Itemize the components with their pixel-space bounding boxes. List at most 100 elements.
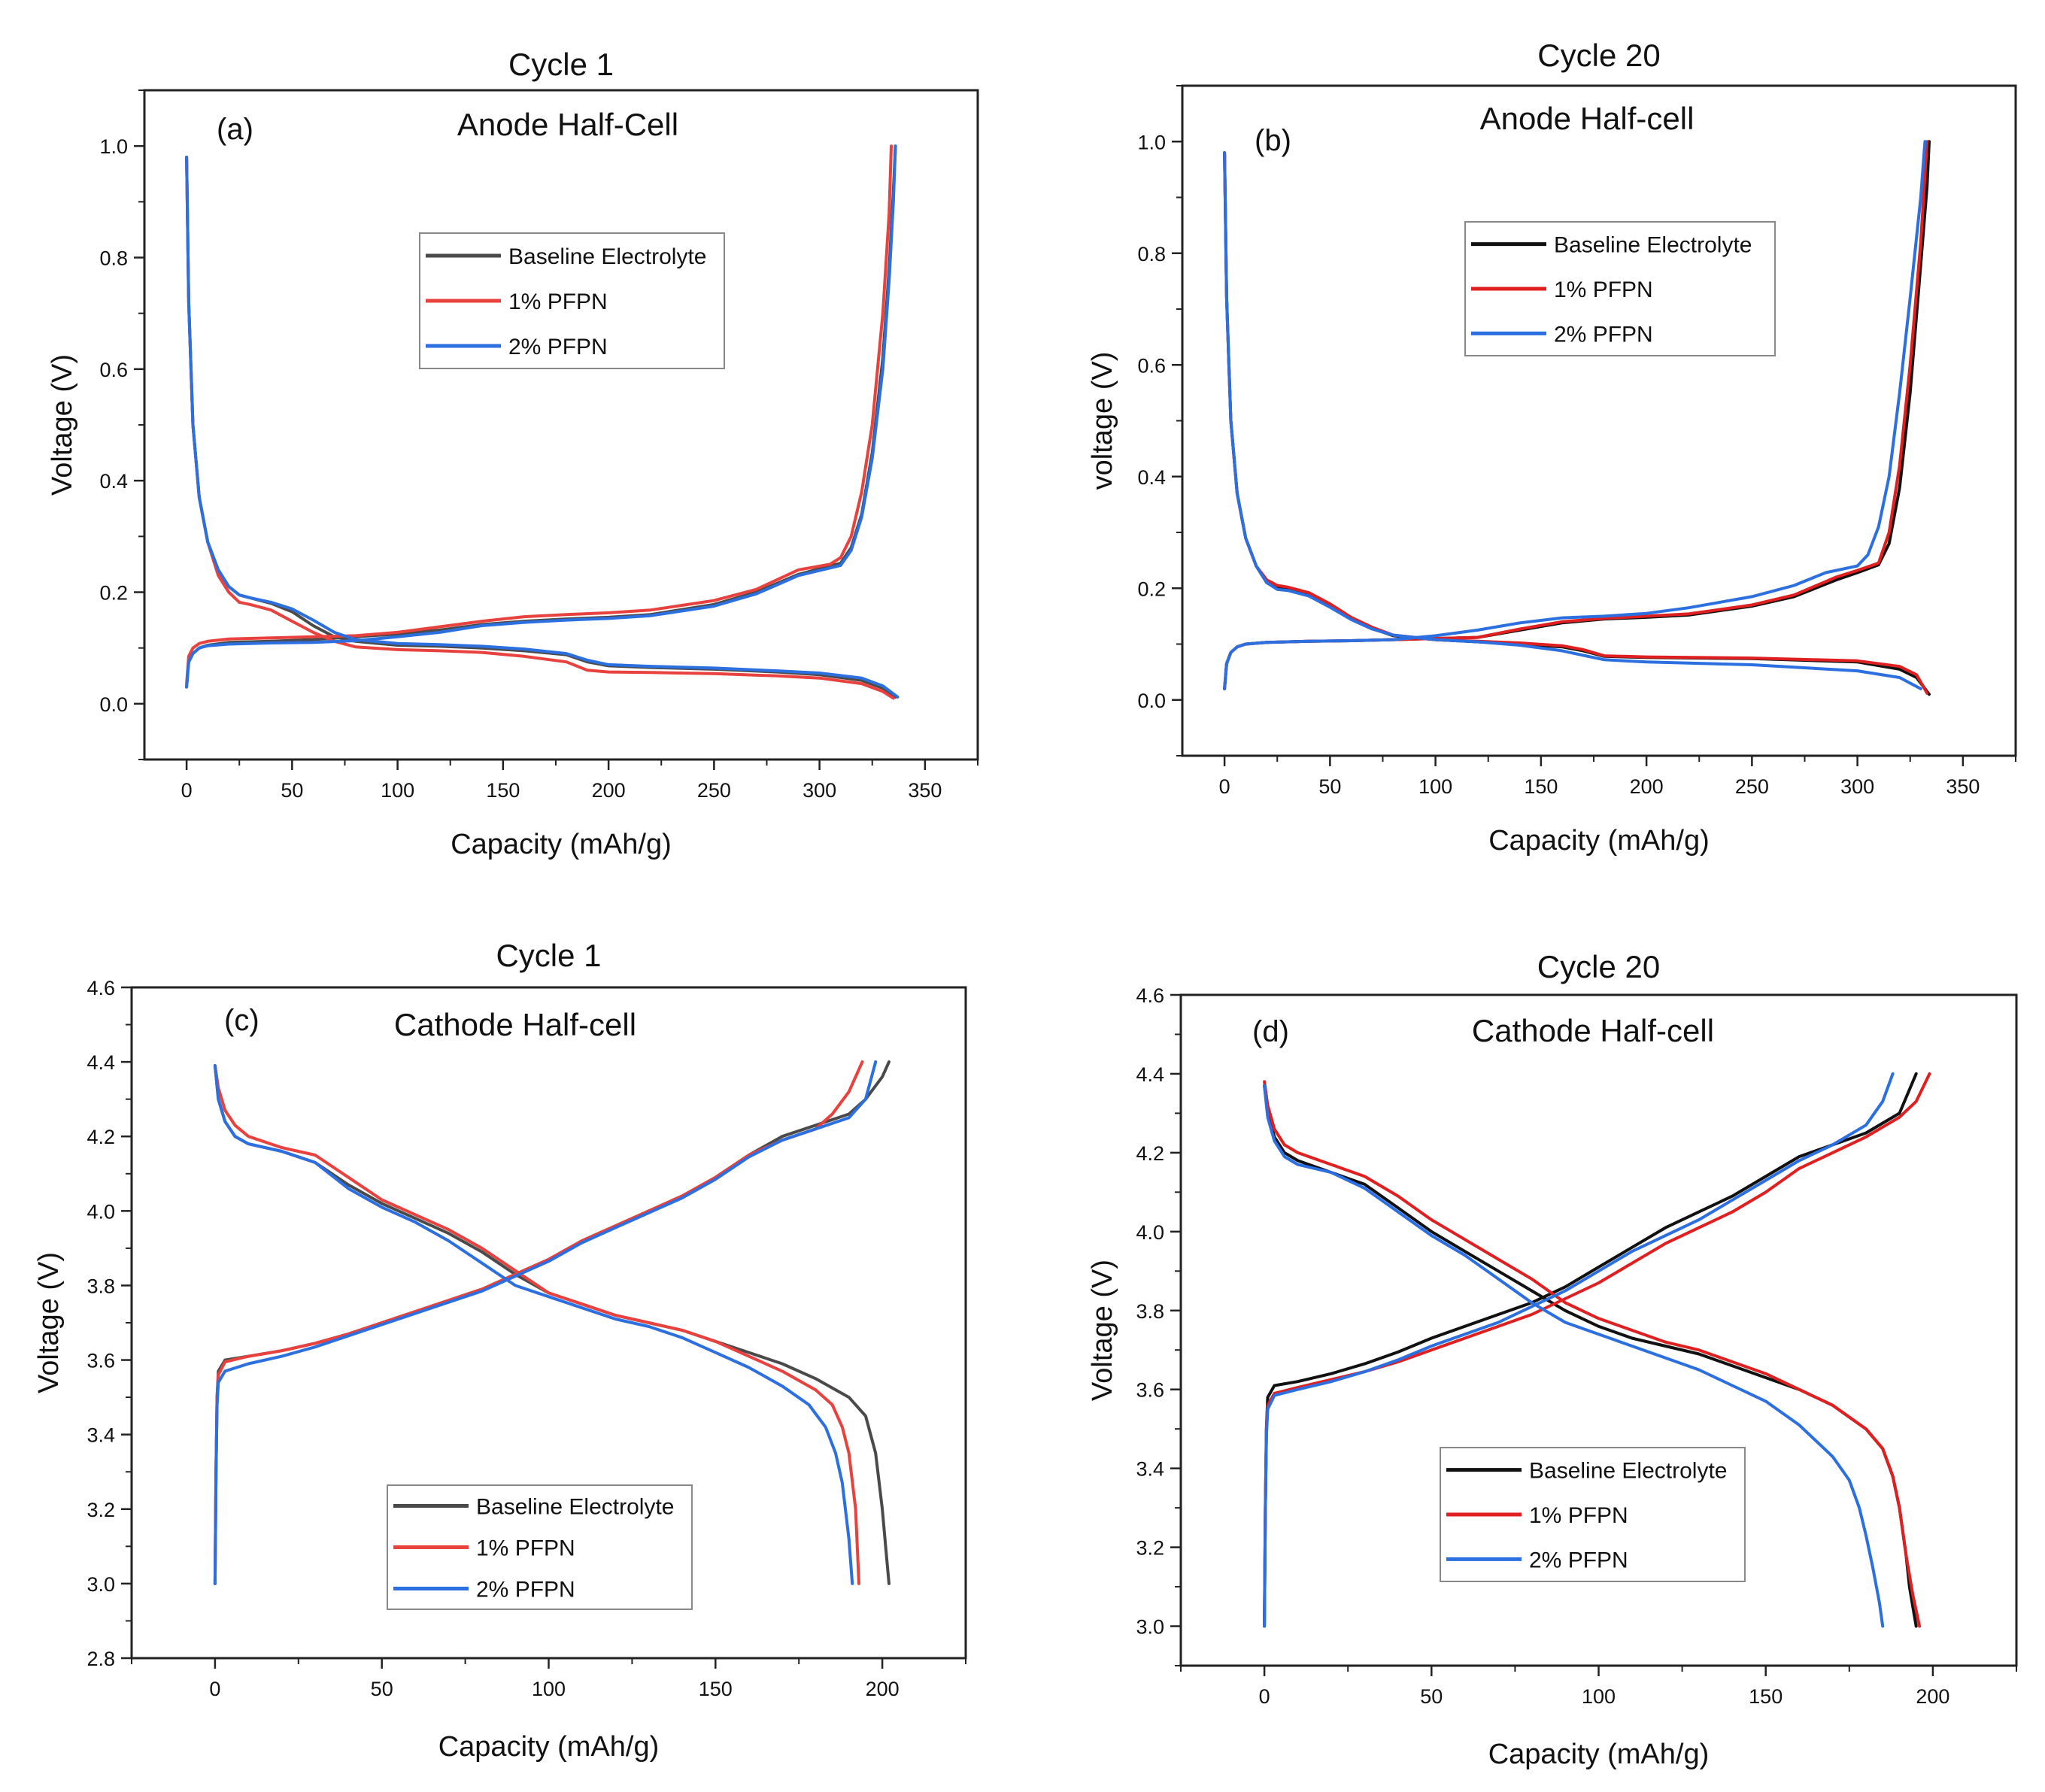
- x-tick-label: 200: [866, 1678, 900, 1700]
- series-line-2pct-pfpn: [1263, 1072, 1895, 1628]
- y-tick-label: 3.6: [86, 1350, 115, 1372]
- y-tick-label: 3.6: [1136, 1379, 1164, 1402]
- panel-label: (a): [217, 113, 253, 146]
- series-line-2pct-pfpn: [185, 156, 900, 699]
- y-tick-label: 0.0: [99, 693, 128, 716]
- panel-subtitle: Anode Half-cell: [1480, 101, 1695, 136]
- y-tick-label: 3.2: [86, 1499, 115, 1521]
- y-tick-label: 0.4: [1137, 466, 1166, 489]
- legend: Baseline Electrolyte 1% PFPN 2% PFPN: [419, 232, 725, 369]
- panel-subtitle: Cathode Half-cell: [394, 1007, 636, 1042]
- x-axis-label: Capacity (mAh/g): [1488, 825, 1710, 857]
- series-line-1pct-pfpn: [1263, 1072, 1931, 1628]
- panel-subtitle: Anode Half-Cell: [457, 107, 678, 142]
- panel-b: Cycle 20 0 50 100 150 200 250 300 350 0.0 0.2 0.4 0.…: [1087, 38, 2017, 857]
- y-tick-label: 4.2: [1136, 1142, 1164, 1165]
- y-tick-label: 3.0: [1136, 1616, 1164, 1639]
- series-line-2pct-pfpn: [213, 1064, 854, 1585]
- series-line-2pct-pfpn: [1263, 1084, 1885, 1628]
- y-tick-label: 3.8: [1136, 1300, 1164, 1323]
- chart-title: Cycle 1: [496, 938, 601, 973]
- y-tick-label: 4.0: [1136, 1221, 1164, 1244]
- y-axis-label: Voltage (V): [1087, 1260, 1118, 1401]
- x-tick-label: 200: [592, 779, 626, 802]
- x-tick-label: 350: [908, 779, 942, 802]
- series-line-2pct-pfpn: [1223, 140, 1927, 690]
- series-line-2pct-pfpn: [1223, 151, 1922, 690]
- y-tick-label: 3.0: [86, 1573, 115, 1596]
- y-tick-label: 0.6: [99, 359, 128, 381]
- panel-subtitle: Cathode Half-cell: [1472, 1013, 1714, 1048]
- legend-entry: 2% PFPN: [1554, 322, 1653, 347]
- x-tick-label: 200: [1630, 775, 1664, 798]
- legend-entry: Baseline Electrolyte: [508, 244, 706, 269]
- y-axis-label: Voltage (V): [47, 354, 78, 496]
- x-tick-label: 0: [1259, 1685, 1270, 1708]
- y-tick-label: 0.8: [99, 247, 128, 270]
- y-tick-label: 0.0: [1137, 690, 1166, 712]
- x-tick-label: 0: [181, 779, 193, 802]
- chart-title: Cycle 1: [508, 47, 614, 82]
- y-tick-label: 4.4: [1136, 1063, 1164, 1086]
- x-tick-label: 150: [699, 1678, 733, 1700]
- series-line-baseline-electrolyte: [185, 144, 897, 689]
- y-tick-label: 0.2: [1137, 578, 1166, 600]
- legend-entry: 1% PFPN: [1554, 277, 1653, 302]
- series-line-1pct-pfpn: [185, 144, 893, 686]
- legend-entry: 1% PFPN: [508, 290, 608, 314]
- x-tick-label: 250: [1735, 775, 1769, 798]
- y-tick-label: 4.4: [86, 1051, 115, 1074]
- legend-entry: 1% PFPN: [1529, 1503, 1628, 1528]
- chart-title: Cycle 20: [1537, 38, 1660, 73]
- y-tick-label: 0.6: [1137, 354, 1166, 377]
- x-tick-label: 250: [697, 779, 731, 802]
- legend: Baseline Electrolyte 1% PFPN 2% PFPN: [1464, 221, 1776, 356]
- legend: Baseline Electrolyte 1% PFPN 2% PFPN: [387, 1484, 693, 1610]
- y-tick-label: 1.0: [99, 135, 128, 158]
- x-tick-label: 350: [1946, 775, 1980, 798]
- legend-entry: 2% PFPN: [476, 1578, 575, 1602]
- y-tick-label: 0.4: [99, 470, 128, 493]
- x-axis-label: Capacity (mAh/g): [451, 829, 672, 860]
- y-tick-label: 0.8: [1137, 243, 1166, 265]
- x-tick-label: 0: [1219, 775, 1230, 798]
- x-tick-label: 50: [371, 1678, 393, 1700]
- panel-label: (c): [224, 1004, 259, 1037]
- x-tick-label: 100: [381, 779, 414, 802]
- x-tick-label: 50: [281, 779, 303, 802]
- y-axis-label: voltage (V): [1087, 352, 1118, 490]
- y-tick-label: 4.2: [86, 1126, 115, 1148]
- x-tick-label: 300: [803, 779, 836, 802]
- y-tick-label: 2.8: [86, 1648, 115, 1670]
- y-axis-label: Voltage (V): [33, 1252, 65, 1393]
- panel-c: Cycle 1 0 50 100 150 200 2.8 3.0 3.2 3.4 3.6 3.8 4.0…: [33, 938, 967, 1763]
- series-line-2pct-pfpn: [185, 144, 897, 689]
- x-tick-label: 200: [1916, 1685, 1949, 1708]
- x-tick-label: 150: [1524, 775, 1558, 798]
- panel-label: (b): [1255, 124, 1291, 157]
- x-tick-label: 100: [1582, 1685, 1616, 1708]
- y-tick-label: 1.0: [1137, 131, 1166, 153]
- panel-label: (d): [1252, 1015, 1289, 1048]
- legend: Baseline Electrolyte 1% PFPN 2% PFPN: [1440, 1447, 1746, 1582]
- x-tick-label: 50: [1318, 775, 1341, 798]
- legend-entry: 1% PFPN: [476, 1536, 575, 1561]
- plot-frame: [143, 89, 979, 761]
- y-tick-label: 4.6: [1136, 984, 1164, 1007]
- y-tick-label: 3.4: [86, 1424, 115, 1447]
- chart-title: Cycle 20: [1537, 949, 1660, 984]
- y-tick-label: 3.2: [1136, 1537, 1164, 1560]
- y-tick-label: 4.6: [86, 977, 115, 999]
- legend-entry: 2% PFPN: [1529, 1548, 1628, 1572]
- series-line-1pct-pfpn: [213, 1064, 860, 1585]
- series-line-2pct-pfpn: [213, 1060, 878, 1585]
- x-tick-label: 150: [486, 779, 520, 802]
- y-tick-label: 3.4: [1136, 1458, 1164, 1481]
- x-tick-label: 50: [1420, 1685, 1443, 1708]
- legend-entry: Baseline Electrolyte: [1554, 233, 1752, 258]
- x-tick-label: 0: [209, 1678, 220, 1700]
- series-line-1pct-pfpn: [1263, 1080, 1922, 1628]
- legend-entry: Baseline Electrolyte: [476, 1495, 674, 1520]
- legend-entry: Baseline Electrolyte: [1529, 1459, 1727, 1484]
